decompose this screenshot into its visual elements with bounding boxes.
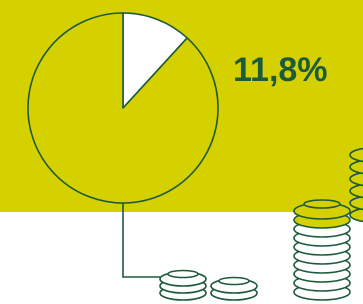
page: {"chart_data": {"type": "pie", "values":… bbox=[0, 0, 363, 304]
connector bbox=[123, 203, 160, 277]
coin-stack bbox=[294, 200, 350, 300]
pie-slice bbox=[28, 13, 218, 203]
chart: 11,8% bbox=[0, 0, 363, 304]
coin-stack bbox=[160, 271, 206, 301]
coin-stack bbox=[211, 278, 257, 301]
value-label: 11,8% bbox=[233, 51, 328, 89]
pie bbox=[28, 13, 218, 203]
